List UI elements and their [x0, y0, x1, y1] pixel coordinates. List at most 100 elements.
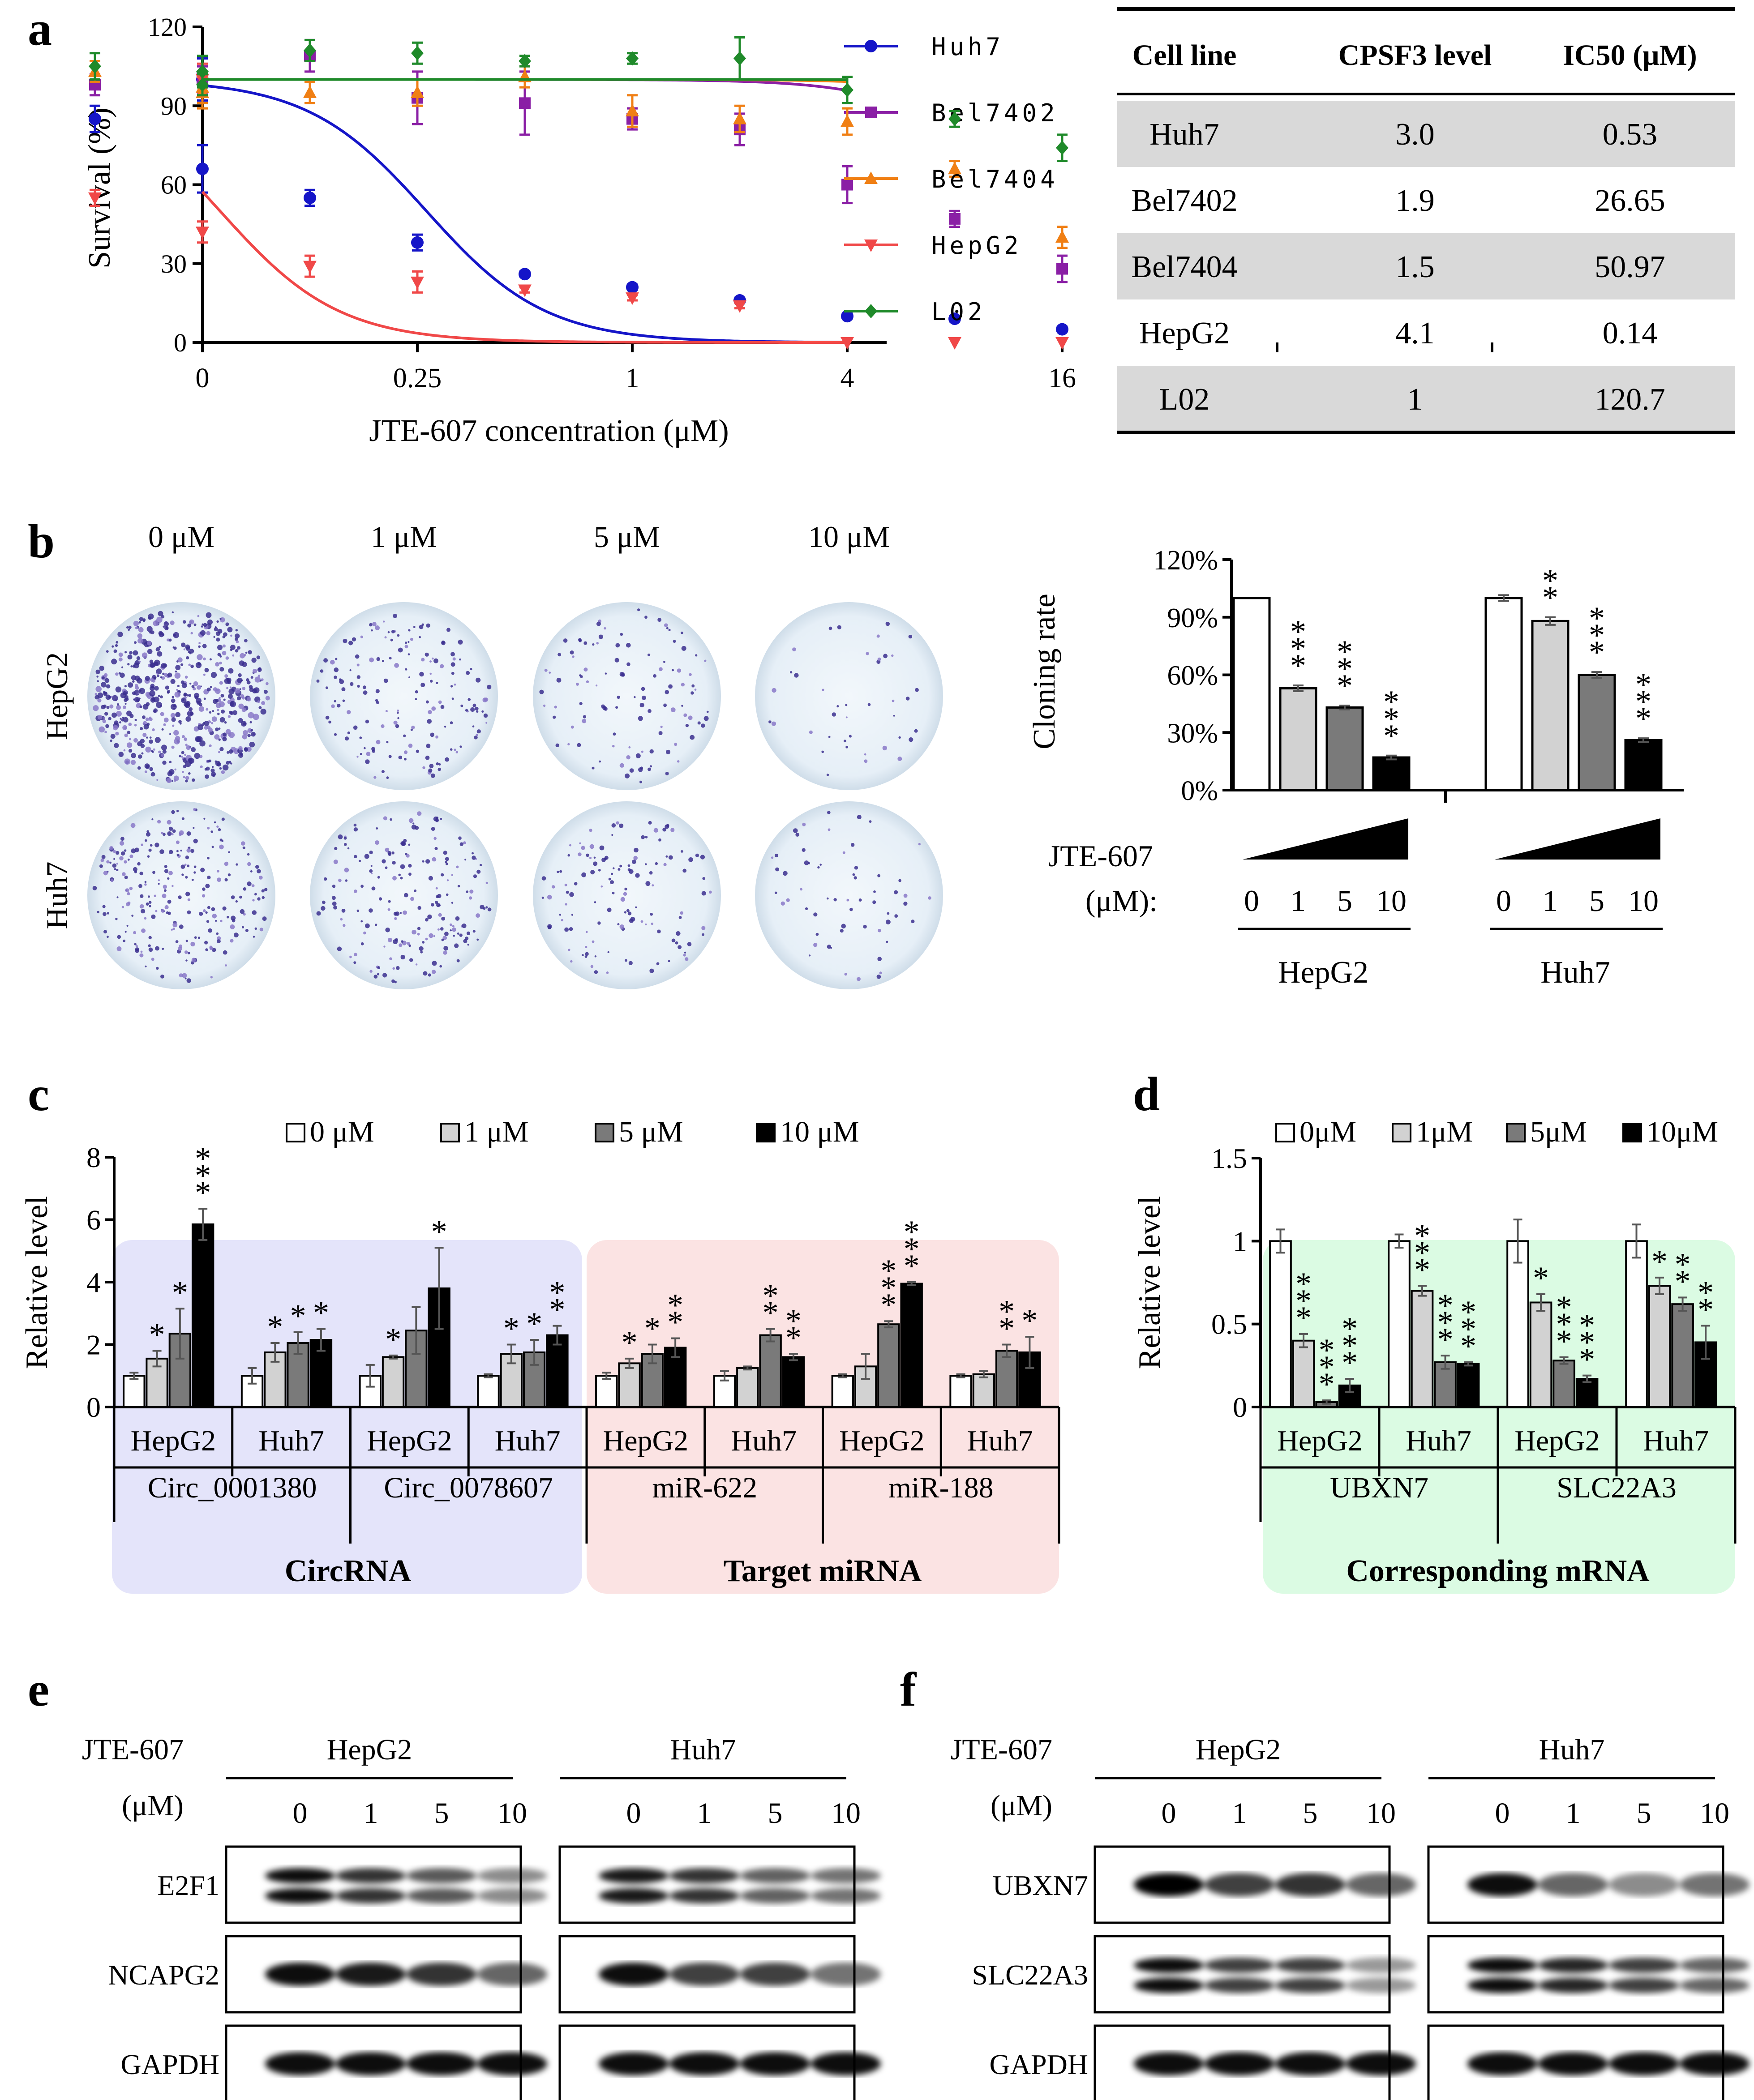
b-colony — [428, 768, 433, 773]
b-colony — [127, 654, 133, 660]
b-colony — [800, 888, 802, 891]
b-significance-mark: * — [1589, 600, 1605, 636]
b-colony — [481, 710, 484, 713]
b-colony — [425, 918, 429, 922]
b-colony — [617, 696, 620, 699]
b-colony — [200, 765, 203, 768]
b-colony — [171, 717, 176, 722]
b-colony — [111, 879, 114, 882]
b-colony — [436, 903, 441, 907]
a-x-label: JTE-607 concentration (μM) — [369, 414, 729, 448]
b-colony — [450, 685, 453, 688]
b-colony — [393, 613, 398, 618]
b-colony — [408, 944, 411, 947]
b-colony — [162, 948, 164, 950]
b-colony — [167, 899, 172, 904]
b-y-tick-label: 90% — [1167, 603, 1218, 633]
b-colony — [408, 843, 411, 846]
b-colony — [394, 917, 397, 920]
b-colony — [350, 682, 354, 686]
b-colony — [628, 746, 631, 748]
b-colony — [142, 715, 146, 719]
c-bar — [546, 1334, 569, 1408]
b-colony — [185, 716, 191, 722]
b-colony — [338, 878, 342, 882]
a-point — [865, 40, 877, 52]
b-colony — [157, 674, 159, 677]
b-colony — [134, 641, 137, 644]
b-colony — [178, 720, 182, 723]
b-colony — [649, 765, 652, 768]
b-colony — [452, 925, 455, 928]
b-colony — [97, 680, 99, 683]
e-blot-frame — [225, 1845, 522, 1924]
b-colony — [391, 851, 395, 855]
a-point — [864, 240, 878, 252]
b-colony — [394, 663, 399, 668]
b-colony — [417, 927, 421, 930]
c-significance-mark: * — [880, 1270, 896, 1306]
b-colony — [215, 702, 222, 709]
a-table-cell: 0.53 — [1603, 117, 1658, 152]
b-colony — [217, 936, 221, 941]
b-colony — [576, 683, 579, 686]
e-band — [669, 1868, 739, 1883]
b-colony — [200, 630, 206, 636]
b-colony — [183, 776, 185, 778]
b-colony — [127, 858, 130, 861]
f-cell-label: HepG2 — [1196, 1733, 1281, 1766]
b-colony — [404, 645, 408, 649]
e-dose-label: 5 — [434, 1797, 449, 1830]
e-band — [265, 1963, 335, 1986]
b-significance-mark: * — [1383, 684, 1399, 720]
b-colony — [444, 932, 449, 936]
b-colony — [332, 901, 337, 906]
b-colony — [602, 706, 607, 710]
c-pair-label: miR-622 — [652, 1471, 757, 1504]
b-colony — [382, 859, 386, 864]
b-colony — [428, 973, 432, 977]
a-table-header: IC50 (μM) — [1563, 39, 1697, 72]
b-colony — [133, 738, 138, 743]
d-significance-mark: * — [1556, 1306, 1572, 1342]
b-colony — [898, 879, 901, 882]
b-colony — [199, 740, 206, 747]
b-colony — [668, 855, 673, 860]
b-colony — [210, 976, 213, 979]
b-colony — [681, 705, 683, 707]
b-colony — [465, 937, 469, 941]
c-significance-mark: * — [763, 1295, 779, 1331]
f-band — [1134, 1978, 1204, 1993]
b-colony — [363, 690, 368, 695]
b-colony — [244, 747, 248, 751]
b-colony — [619, 864, 622, 868]
b-colony — [142, 652, 148, 658]
b-colony — [450, 662, 455, 667]
b-colony — [459, 842, 464, 846]
a-legend-label: L02 — [931, 298, 986, 326]
b-colony — [110, 734, 116, 739]
b-colony — [202, 722, 206, 725]
b-colony — [672, 669, 674, 671]
b-colony — [428, 710, 432, 714]
b-colony — [563, 638, 568, 643]
b-colony — [181, 756, 184, 758]
b-colony — [675, 941, 678, 945]
d-significance-mark: * — [1295, 1283, 1312, 1319]
d-legend-swatch — [1275, 1123, 1295, 1142]
b-colony — [419, 946, 424, 951]
b-y-tick-label: 60% — [1167, 661, 1218, 691]
b-colony — [163, 889, 167, 892]
b-colony — [455, 916, 460, 921]
c-significance-mark: * — [880, 1287, 896, 1323]
b-colony — [153, 710, 156, 713]
b-colony — [95, 686, 102, 693]
b-colony — [365, 719, 369, 724]
b-colony — [222, 906, 227, 911]
e-dose-title-2: (μM) — [122, 1789, 184, 1822]
d-legend-label: 1μM — [1416, 1116, 1473, 1148]
b-colony — [155, 946, 159, 951]
f-protein-label: UBXN7 — [993, 1869, 1088, 1901]
e-blot-bands — [599, 1868, 881, 1903]
